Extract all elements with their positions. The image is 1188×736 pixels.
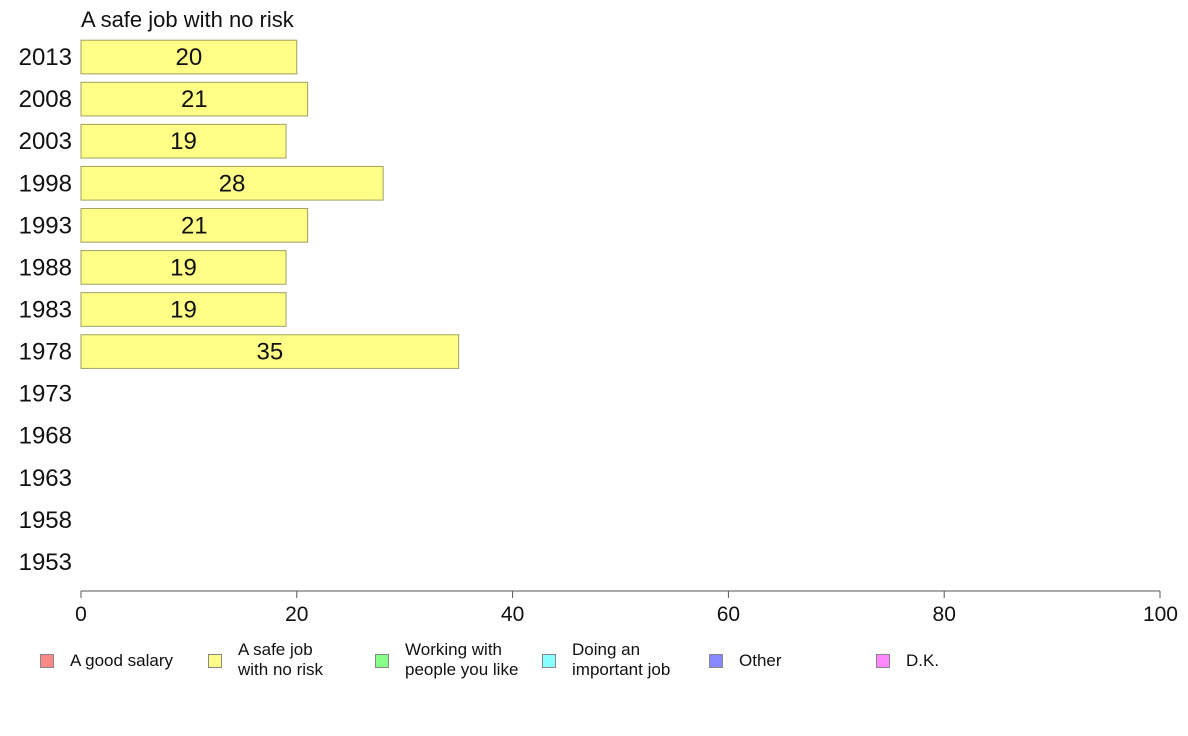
legend-item-good-salary: A good salary bbox=[40, 640, 173, 671]
y-tick-label: 1963 bbox=[19, 465, 72, 492]
legend-label: D.K. bbox=[906, 651, 940, 670]
x-tick-label: 100 bbox=[1143, 603, 1178, 626]
bar-chart: A safe job with no risk 20 21 19 28 21 19 19 35… bbox=[19, 7, 1178, 626]
bar bbox=[80, 39, 298, 75]
y-tick-label: 1998 bbox=[19, 170, 72, 197]
x-tick-label: 0 bbox=[75, 603, 87, 626]
legend-label: A safe job with no risk bbox=[238, 640, 324, 679]
bar-value-label: 35 bbox=[256, 339, 283, 366]
bar bbox=[80, 208, 309, 243]
bar bbox=[80, 81, 309, 117]
y-tick-label: 2003 bbox=[19, 128, 72, 155]
chart-title: A safe job with no risk bbox=[81, 7, 295, 32]
legend-item-working-with-people: Working with people you like bbox=[375, 640, 518, 680]
y-tick-label: 2013 bbox=[19, 44, 72, 71]
legend-swatch-good-salary bbox=[40, 654, 54, 668]
legend-label: Doing an important job bbox=[572, 640, 671, 679]
bar bbox=[80, 165, 384, 201]
bar-value-label: 28 bbox=[219, 170, 246, 197]
legend-item-important-job: Doing an important job bbox=[542, 640, 670, 680]
y-tick-label: 1973 bbox=[19, 381, 72, 408]
bar bbox=[80, 292, 287, 327]
legend-swatch-important-job bbox=[542, 654, 556, 668]
legend-swatch-safe-job bbox=[208, 654, 222, 668]
legend-swatch-other bbox=[709, 654, 723, 668]
y-tick-label: 1993 bbox=[19, 212, 72, 239]
bar bbox=[80, 334, 460, 369]
bar-value-label: 21 bbox=[181, 212, 208, 239]
x-tick-label: 60 bbox=[717, 603, 740, 626]
bar-value-label: 19 bbox=[170, 254, 197, 281]
y-tick-label: 1988 bbox=[19, 254, 72, 281]
bar-value-label: 19 bbox=[170, 297, 197, 324]
legend-item-safe-job: A safe job with no risk bbox=[208, 640, 323, 680]
legend-item-dk: D.K. bbox=[876, 640, 939, 671]
y-tick-label: 1958 bbox=[19, 507, 72, 534]
bar bbox=[80, 250, 287, 285]
y-tick-label: 2008 bbox=[19, 86, 72, 113]
legend-label: Working with people you like bbox=[405, 640, 519, 679]
legend-item-other: Other bbox=[709, 640, 782, 671]
legend: A good salary A safe job with no risk Wo… bbox=[0, 640, 1188, 690]
x-tick-label: 80 bbox=[933, 603, 956, 626]
y-tick-label: 1953 bbox=[19, 549, 72, 576]
y-tick-label: 1968 bbox=[19, 423, 72, 450]
legend-label: Other bbox=[739, 651, 782, 670]
legend-swatch-dk bbox=[876, 654, 890, 668]
x-tick-label: 40 bbox=[501, 603, 524, 626]
bar-value-label: 20 bbox=[176, 44, 203, 71]
legend-label: A good salary bbox=[70, 651, 174, 670]
legend-swatch-working-with-people bbox=[375, 654, 389, 668]
bar-value-label: 21 bbox=[181, 86, 208, 113]
y-tick-label: 1978 bbox=[19, 339, 72, 366]
bar bbox=[80, 123, 287, 159]
x-tick-label: 20 bbox=[285, 603, 308, 626]
bar-value-label: 19 bbox=[170, 128, 197, 155]
y-tick-label: 1983 bbox=[19, 297, 72, 324]
